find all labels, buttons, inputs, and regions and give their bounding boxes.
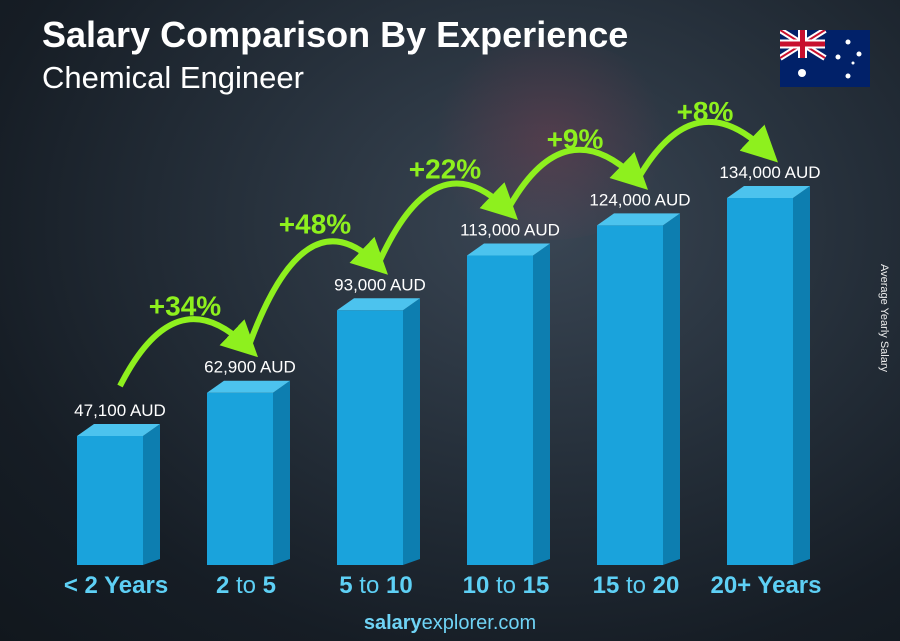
- bar-top: [597, 213, 680, 226]
- change-label: +34%: [149, 291, 221, 322]
- change-label: +22%: [409, 154, 481, 185]
- page-title: Salary Comparison By Experience: [42, 14, 629, 55]
- bar-top: [727, 186, 810, 198]
- bar-side: [143, 424, 160, 565]
- bar: [207, 392, 273, 565]
- bar: [77, 436, 143, 565]
- bar-top: [77, 424, 160, 437]
- bar-side: [663, 213, 680, 565]
- value-label: 93,000 AUD: [334, 275, 426, 294]
- bar-top: [467, 243, 550, 256]
- category-label: 15 to 20: [593, 572, 680, 599]
- category-label: < 2 Years: [64, 572, 168, 599]
- category-label: 2 to 5: [216, 572, 276, 599]
- value-label: 47,100 AUD: [74, 401, 166, 420]
- bar-top: [207, 380, 290, 393]
- brand-tld: .com: [492, 612, 537, 634]
- category-label: 5 to 10: [339, 572, 412, 599]
- bar-side: [793, 186, 810, 565]
- value-label: 134,000 AUD: [719, 163, 820, 182]
- page-subtitle: Chemical Engineer: [42, 60, 304, 95]
- brand-bold: salary: [363, 612, 422, 634]
- category-label: 10 to 15: [463, 572, 550, 599]
- change-arrow: [637, 118, 779, 177]
- footer-brand[interactable]: salaryexplorer.com: [0, 612, 900, 635]
- value-label: 113,000 AUD: [460, 221, 560, 240]
- bar: [597, 225, 663, 565]
- value-label: 62,900 AUD: [204, 358, 296, 377]
- bar-side: [273, 380, 290, 565]
- change-label: +8%: [677, 96, 734, 127]
- change-arrow: [377, 180, 519, 262]
- change-label: +48%: [279, 208, 351, 239]
- bar: [337, 310, 403, 565]
- bar-side: [403, 298, 420, 565]
- change-label: +9%: [547, 123, 604, 154]
- bar: [467, 255, 533, 565]
- change-arrow: [247, 236, 389, 344]
- value-label: 124,000 AUD: [589, 190, 690, 209]
- brand-rest: explorer: [421, 612, 493, 634]
- bar-top: [337, 298, 420, 311]
- background-glow: [420, 40, 680, 240]
- change-arrow: [117, 316, 259, 388]
- bar: [727, 198, 793, 565]
- australia-flag-icon: [778, 27, 870, 87]
- change-arrow: [507, 146, 649, 208]
- bar-side: [533, 243, 550, 565]
- category-label: 20+ Years: [710, 572, 821, 599]
